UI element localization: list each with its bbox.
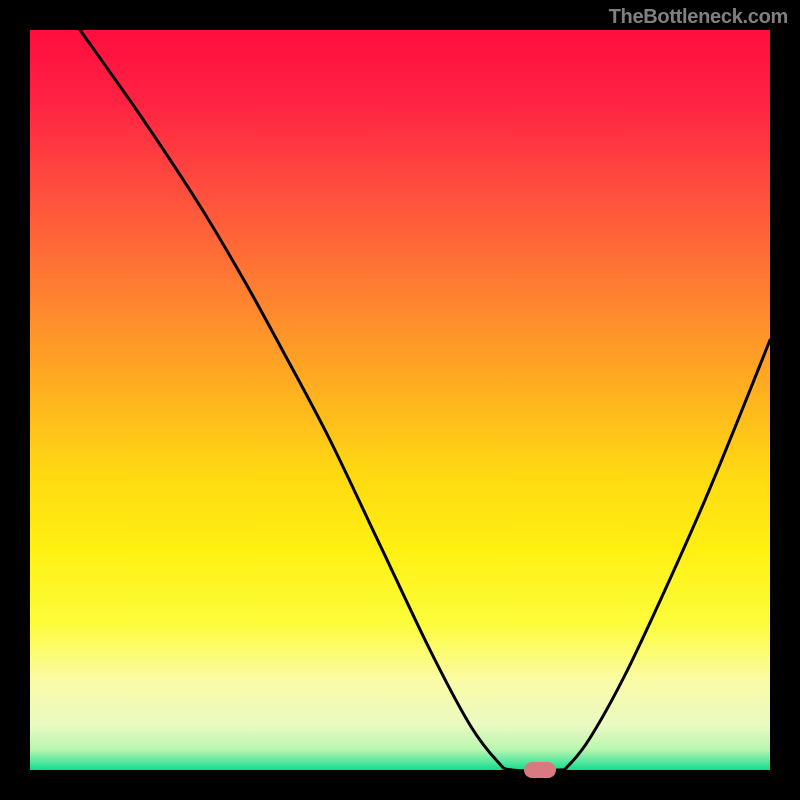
bottleneck-chart bbox=[0, 0, 800, 800]
chart-plot-area bbox=[30, 30, 770, 770]
optimal-point-marker bbox=[524, 762, 556, 778]
chart-container: TheBottleneck.com bbox=[0, 0, 800, 800]
watermark-text: TheBottleneck.com bbox=[609, 6, 788, 29]
